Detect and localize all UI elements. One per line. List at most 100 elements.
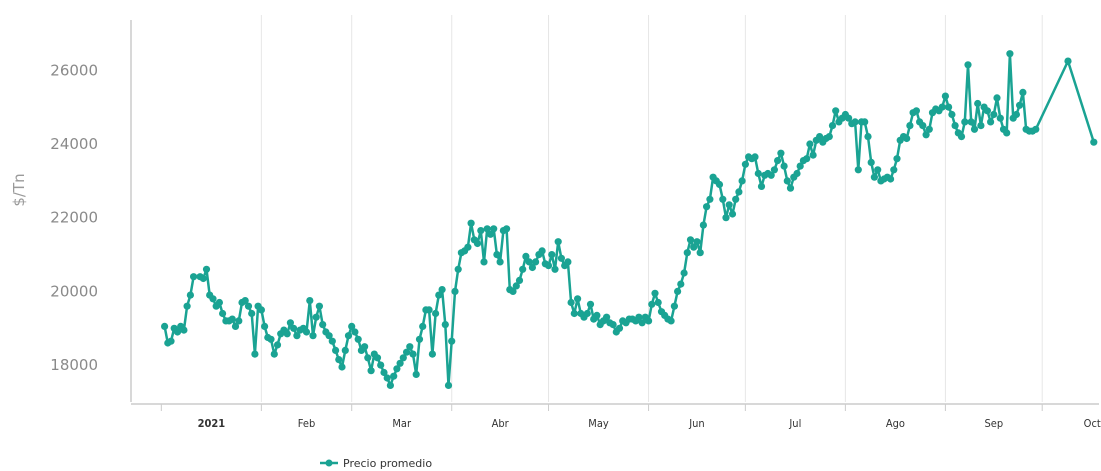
data-point[interactable] [348, 322, 356, 330]
data-point[interactable] [399, 354, 407, 362]
data-point[interactable] [615, 324, 624, 332]
data-point[interactable] [257, 306, 265, 314]
data-point[interactable] [448, 337, 456, 345]
data-point[interactable] [406, 343, 414, 351]
data-point[interactable] [419, 322, 427, 330]
data-point[interactable] [332, 346, 340, 354]
data-point[interactable] [451, 287, 459, 295]
data-point[interactable] [977, 122, 985, 130]
legend-label-precio-promedio[interactable]: Precio promedio [343, 457, 432, 470]
data-point[interactable] [464, 243, 472, 251]
data-point[interactable] [696, 249, 704, 257]
data-point[interactable] [383, 374, 391, 382]
data-point[interactable] [231, 322, 240, 330]
data-point[interactable] [638, 319, 646, 327]
data-point[interactable] [473, 239, 482, 248]
data-point[interactable] [925, 125, 933, 133]
data-point[interactable] [751, 153, 759, 161]
data-point[interactable] [435, 291, 443, 299]
data-point[interactable] [887, 175, 895, 183]
data-point[interactable] [480, 258, 488, 266]
data-point[interactable] [235, 317, 243, 325]
data-point[interactable] [486, 230, 495, 238]
data-point[interactable] [683, 249, 691, 257]
data-point[interactable] [680, 269, 688, 277]
data-point[interactable] [796, 162, 804, 170]
data-point[interactable] [957, 133, 966, 141]
data-point[interactable] [741, 160, 750, 168]
data-point[interactable] [725, 201, 733, 209]
data-point[interactable] [987, 118, 995, 126]
data-point[interactable] [651, 289, 659, 297]
data-point[interactable] [803, 155, 811, 163]
data-point[interactable] [312, 313, 320, 321]
data-point[interactable] [241, 297, 249, 305]
data-point[interactable] [173, 328, 182, 336]
data-point[interactable] [674, 287, 682, 295]
data-point[interactable] [270, 350, 278, 358]
data-point[interactable] [564, 258, 572, 266]
data-point[interactable] [806, 140, 814, 148]
data-point[interactable] [380, 368, 388, 377]
data-point[interactable] [528, 263, 537, 272]
data-point[interactable] [654, 298, 662, 307]
data-point[interactable] [438, 286, 446, 294]
data-point[interactable] [1064, 57, 1072, 65]
data-point[interactable] [390, 372, 398, 380]
data-point[interactable] [412, 370, 420, 378]
data-point[interactable] [961, 118, 969, 126]
data-point[interactable] [874, 166, 882, 174]
data-point[interactable] [603, 313, 611, 321]
data-point[interactable] [993, 94, 1001, 102]
data-point[interactable] [493, 251, 501, 259]
data-point[interactable] [667, 317, 675, 325]
data-point[interactable] [538, 247, 546, 255]
data-point[interactable] [483, 225, 491, 233]
data-point[interactable] [441, 321, 449, 329]
data-point[interactable] [770, 166, 779, 174]
data-point[interactable] [903, 134, 911, 143]
data-point[interactable] [351, 328, 359, 336]
data-point[interactable] [951, 122, 959, 130]
data-point[interactable] [948, 110, 956, 119]
data-point[interactable] [893, 155, 901, 163]
data-point[interactable] [315, 302, 323, 310]
data-point[interactable] [199, 274, 207, 283]
data-point[interactable] [912, 107, 921, 115]
data-point[interactable] [816, 133, 824, 141]
data-point[interactable] [722, 214, 730, 222]
data-point[interactable] [693, 238, 701, 246]
data-point[interactable] [1012, 110, 1021, 119]
legend[interactable]: Precio promedio [320, 457, 432, 470]
data-point[interactable] [777, 149, 785, 157]
data-point[interactable] [496, 258, 504, 266]
data-point[interactable] [825, 133, 833, 141]
data-point[interactable] [774, 157, 782, 165]
data-point[interactable] [548, 251, 556, 259]
data-point[interactable] [1032, 125, 1040, 133]
data-point[interactable] [767, 171, 775, 179]
data-point[interactable] [719, 195, 727, 203]
data-point[interactable] [941, 92, 950, 100]
data-point[interactable] [809, 151, 817, 159]
data-point[interactable] [728, 210, 737, 218]
data-point[interactable] [854, 166, 862, 174]
data-point[interactable] [454, 265, 462, 273]
data-point[interactable] [1003, 129, 1011, 137]
data-point[interactable] [786, 184, 795, 192]
data-point[interactable] [386, 381, 394, 389]
data-point[interactable] [938, 103, 946, 111]
data-point[interactable] [286, 319, 294, 327]
data-point[interactable] [1016, 101, 1024, 109]
data-point[interactable] [677, 280, 685, 288]
data-point[interactable] [532, 258, 540, 266]
data-point[interactable] [477, 227, 485, 235]
data-point[interactable] [1006, 50, 1014, 58]
data-point[interactable] [512, 282, 520, 290]
data-point[interactable] [290, 324, 298, 332]
data-point[interactable] [732, 195, 740, 203]
data-point[interactable] [967, 118, 975, 126]
data-point[interactable] [215, 298, 223, 307]
data-point[interactable] [780, 162, 788, 170]
data-point[interactable] [525, 258, 533, 266]
